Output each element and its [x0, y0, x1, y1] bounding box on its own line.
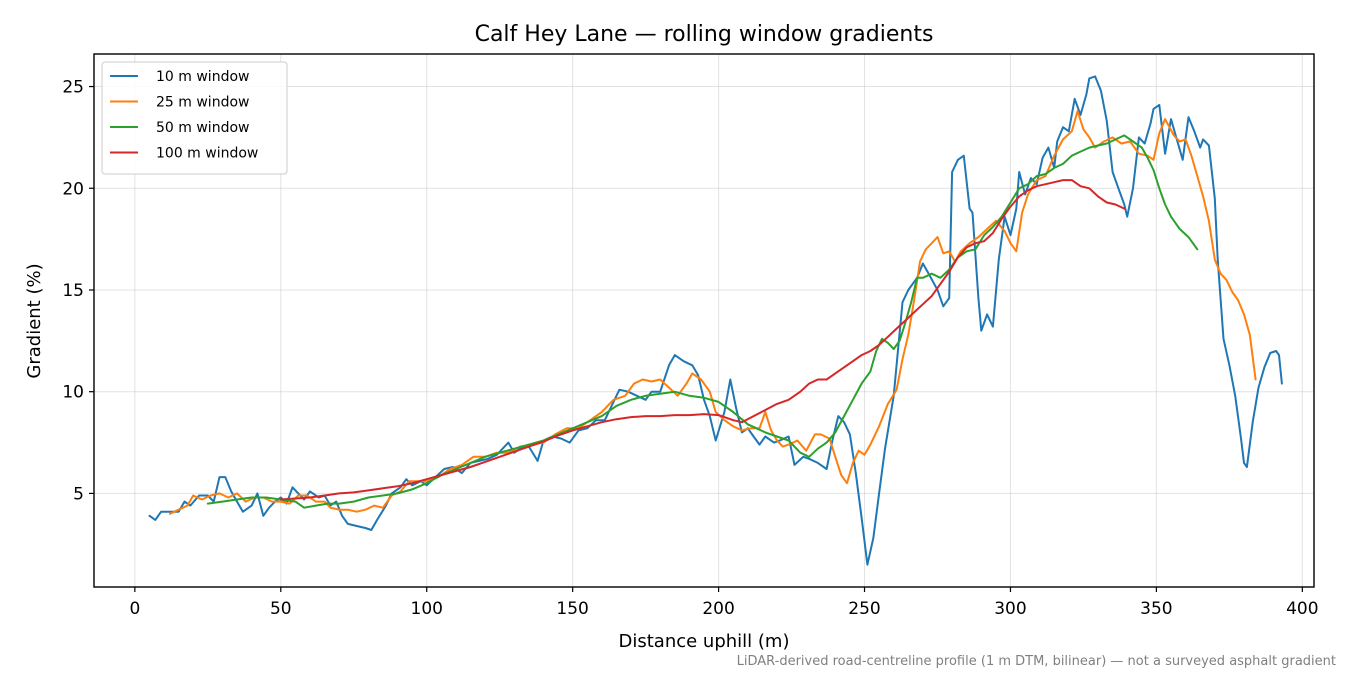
y-tick-label: 5: [73, 484, 84, 504]
x-tick-label: 250: [848, 599, 880, 619]
y-tick-label: 25: [62, 78, 84, 98]
series-line-3: [206, 134, 1199, 509]
series-line-1: [148, 75, 1283, 566]
legend-label: 100 m window: [156, 146, 258, 162]
x-tick-label: 200: [702, 599, 734, 619]
series-line-2: [168, 110, 1257, 515]
x-tick-label: 100: [411, 599, 443, 619]
chart-caption: LiDAR-derived road-centreline profile (1…: [737, 654, 1336, 669]
y-tick-label: 15: [62, 281, 84, 301]
series-line-4: [279, 179, 1126, 501]
legend-label: 25 m window: [156, 95, 249, 111]
y-axis-label: Gradient (%): [24, 263, 45, 378]
legend-label: 50 m window: [156, 120, 249, 136]
legend: 10 m window 25 m window 50 m window 100 m w…: [101, 61, 288, 175]
x-tick-label: 50: [270, 599, 292, 619]
series-layer: [148, 75, 1283, 566]
x-tick-label: 400: [1286, 599, 1318, 619]
plot-frame: [93, 53, 1315, 588]
x-tick-label: 0: [129, 599, 140, 619]
axis-ticks: 0 50 100 150 200 250 300 350 400 5 10 15 20 25: [62, 78, 1318, 619]
x-tick-label: 150: [556, 599, 588, 619]
y-tick-label: 10: [62, 383, 84, 403]
legend-box: [101, 61, 288, 175]
x-axis-label: Distance uphill (m): [619, 631, 790, 652]
chart-title: Calf Hey Lane — rolling window gradients: [475, 22, 934, 47]
legend-label: 10 m window: [156, 69, 249, 85]
y-tick-label: 20: [62, 179, 84, 199]
x-tick-label: 300: [994, 599, 1026, 619]
x-tick-label: 350: [1140, 599, 1172, 619]
